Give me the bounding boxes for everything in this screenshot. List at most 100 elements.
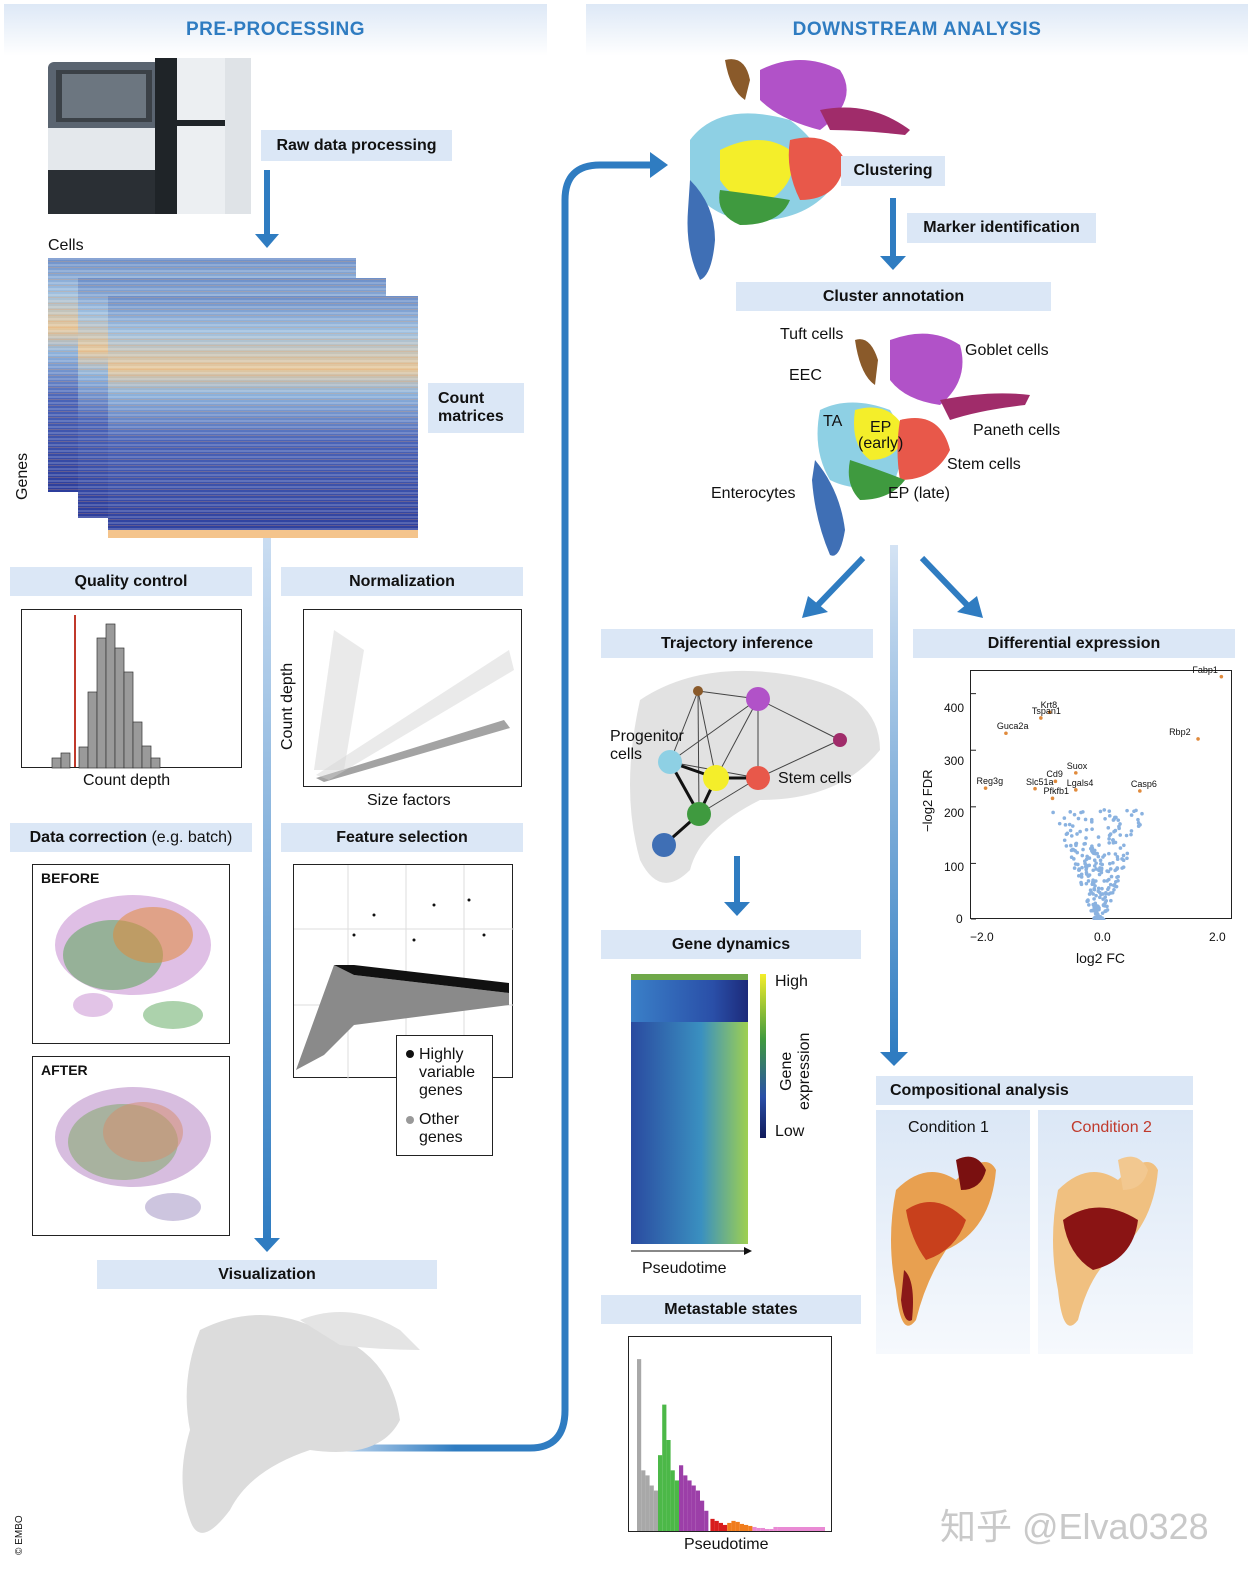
volcano-gene-label: Tspan1	[1031, 705, 1061, 716]
metastable-bar	[760, 1527, 765, 1531]
metastable-bar	[731, 1520, 736, 1531]
volcano-point	[1117, 826, 1121, 831]
volcano-point	[1116, 878, 1120, 883]
volcano-point	[1096, 854, 1101, 859]
volcano-ytick-400: 400	[944, 701, 965, 715]
metastable-bar	[723, 1524, 728, 1531]
other-genes-text: Other genes	[419, 1111, 463, 1147]
volcano-point	[1116, 818, 1121, 822]
ge-line2: expression	[796, 1032, 813, 1110]
volcano-point	[1102, 808, 1107, 812]
volcano-point	[1093, 903, 1098, 908]
condition-2-panel: Condition 2	[1038, 1110, 1193, 1354]
volcano-point	[1080, 865, 1084, 870]
volcano-point	[1083, 841, 1087, 846]
qc-x-label: Count depth	[83, 772, 171, 789]
volcano-point	[1124, 833, 1129, 838]
volcano-point	[1091, 868, 1096, 873]
metastable-bar	[679, 1465, 684, 1531]
paneth-cells-label: Paneth cells	[973, 422, 1061, 439]
volcano-ytick-300: 300	[944, 754, 965, 768]
volcano-labeled-point	[1039, 716, 1043, 720]
volcano-labeled-point	[1138, 789, 1142, 793]
volcano-gene-label: Slc51a	[1026, 776, 1054, 787]
raw-data-processing-label: Raw data processing	[261, 130, 452, 161]
volcano-gene-label: Cd9	[1046, 769, 1063, 780]
volcano-point	[1069, 848, 1074, 853]
volcano-point	[1121, 858, 1126, 863]
volcano-point	[1092, 886, 1096, 891]
progenitor-cells-label: Progenitor cells	[610, 728, 684, 764]
metastable-bar	[756, 1527, 761, 1531]
normalization-label: Normalization	[281, 567, 523, 596]
volcano-point	[1106, 869, 1111, 874]
metastable-bar	[773, 1526, 778, 1531]
progenitor-line2: cells	[610, 746, 643, 763]
data-correction-bold: Data correction	[29, 828, 147, 846]
volcano-point	[1108, 882, 1113, 887]
volcano-point	[1057, 821, 1062, 826]
volcano-point	[1108, 867, 1113, 871]
metastable-bar	[653, 1490, 658, 1531]
volcano-plot	[970, 670, 1232, 920]
ta-label: TA	[823, 413, 843, 430]
metastable-bar	[658, 1455, 663, 1531]
volcano-point	[1121, 865, 1126, 869]
volcano-point	[1109, 874, 1114, 879]
gene-expression-label: Gene expression	[778, 1033, 814, 1110]
metastable-bar	[649, 1485, 654, 1531]
metastable-bar	[727, 1522, 732, 1531]
volcano-labeled-point	[1050, 796, 1055, 801]
volcano-point	[1100, 886, 1104, 891]
metastable-bar	[637, 1359, 642, 1531]
volcano-point	[1076, 862, 1080, 867]
metastable-bar	[718, 1522, 723, 1531]
before-points	[55, 895, 211, 1029]
volcano-point	[1072, 857, 1076, 861]
volcano-point	[1094, 893, 1098, 898]
normalization-points	[314, 630, 514, 782]
volcano-point	[1063, 823, 1068, 827]
normalization-scatter	[303, 609, 522, 787]
volcano-point	[1099, 892, 1103, 897]
volcano-point	[1102, 853, 1107, 857]
volcano-point	[1096, 918, 1101, 920]
metastable-bar	[674, 1480, 679, 1531]
volcano-point	[1111, 841, 1116, 845]
volcano-point	[1112, 829, 1116, 834]
volcano-point	[1129, 813, 1134, 817]
after-tsne: AFTER	[32, 1056, 230, 1236]
volcano-point	[1076, 816, 1081, 821]
volcano-point	[1090, 846, 1095, 851]
volcano-labeled-point	[1047, 710, 1052, 715]
qc-histogram-bars	[51, 615, 161, 769]
marker-identification-label: Marker identification	[907, 213, 1096, 243]
metastable-bar	[704, 1510, 709, 1531]
volcano-point	[1101, 917, 1106, 920]
volcano-ytick-0: 0	[956, 912, 963, 926]
metastable-bar	[700, 1500, 705, 1531]
volcano-point	[1129, 829, 1134, 833]
ep-early-line1: EP	[870, 419, 892, 436]
volcano-point	[1092, 858, 1097, 863]
volcano-point	[1103, 909, 1108, 914]
volcano-gene-label: Casp6	[1130, 778, 1157, 789]
volcano-point	[1097, 843, 1101, 847]
differential-expression-label: Differential expression	[913, 629, 1235, 658]
metastable-bar	[765, 1528, 770, 1531]
volcano-point	[1140, 811, 1144, 816]
volcano-point	[1068, 810, 1073, 814]
og-line1: Other	[419, 1111, 460, 1128]
volcano-point	[1096, 886, 1101, 891]
hv-line2: variable	[419, 1064, 476, 1081]
volcano-point	[1084, 865, 1089, 870]
volcano-point	[1136, 817, 1140, 822]
volcano-point	[1104, 898, 1109, 903]
volcano-gene-label: Suox	[1066, 760, 1088, 771]
hv-line3: genes	[419, 1082, 463, 1099]
condition-2-density	[1053, 1156, 1158, 1326]
volcano-point	[1086, 874, 1091, 878]
